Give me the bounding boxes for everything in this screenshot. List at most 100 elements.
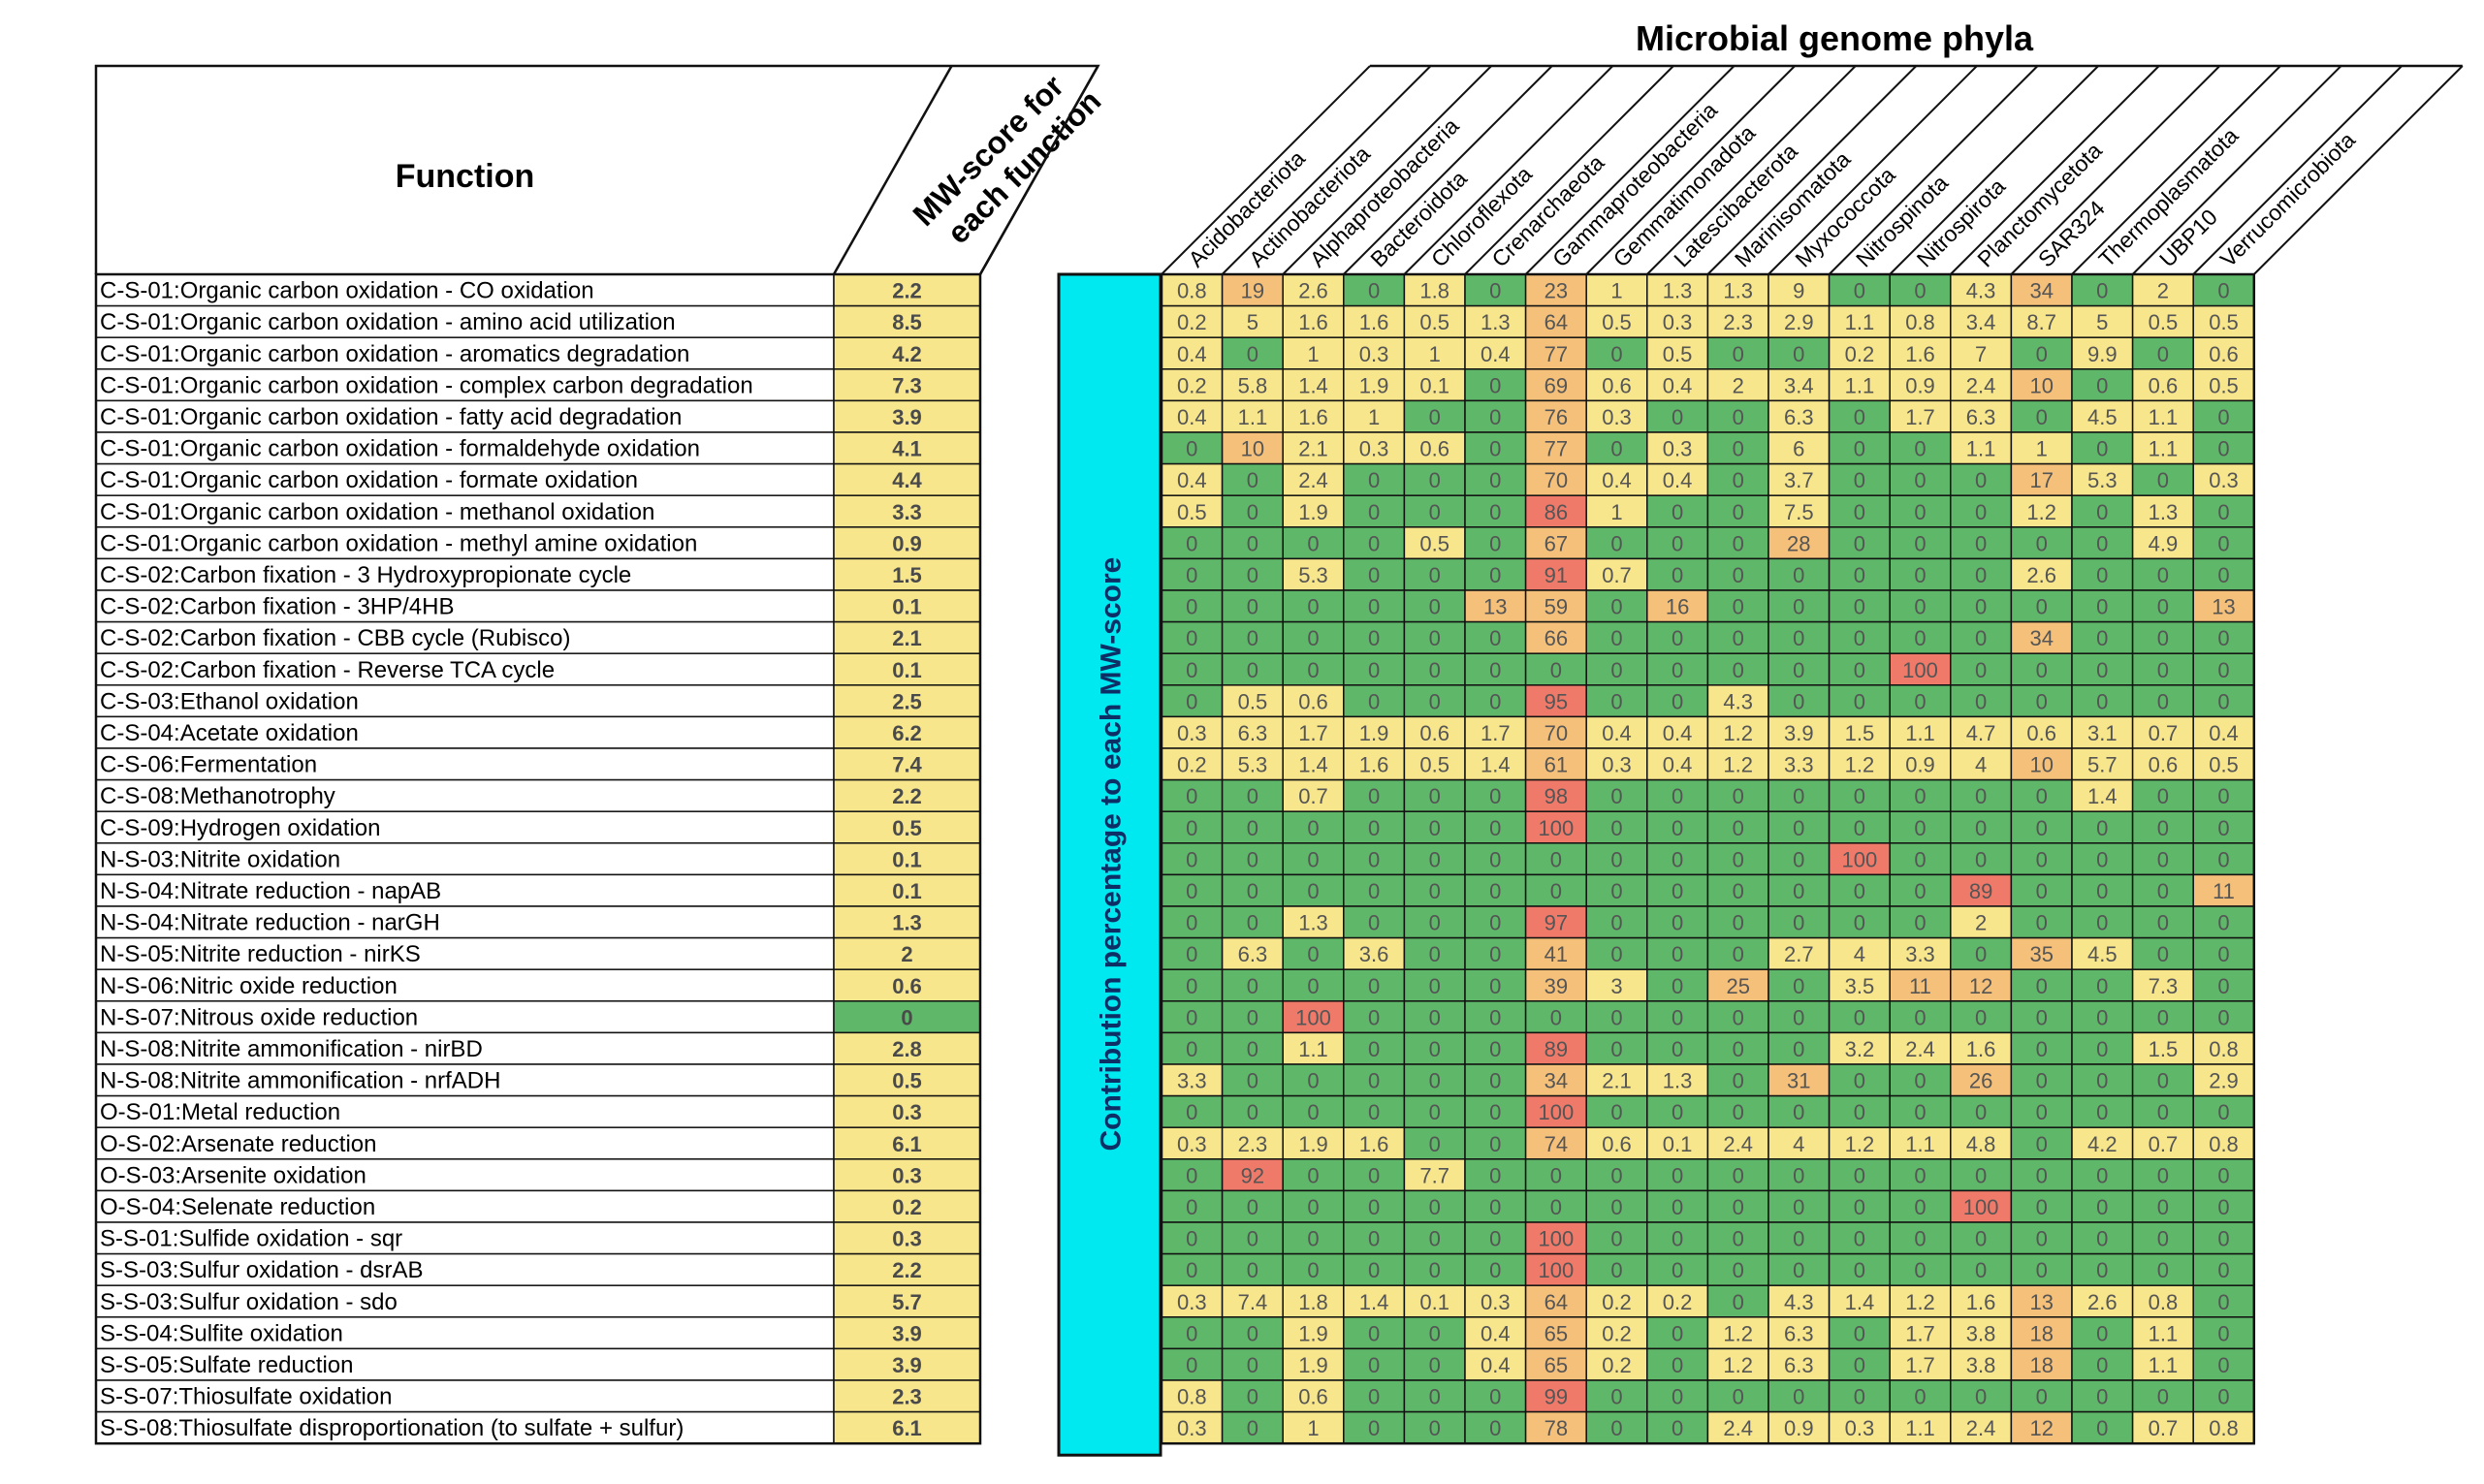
heatmap-cell-value: 0 bbox=[1854, 279, 1865, 303]
heatmap-cell-value: 0 bbox=[1610, 911, 1622, 935]
heatmap-cell-value: 0 bbox=[2157, 1258, 2169, 1282]
heatmap-cell-value: 0 bbox=[1793, 1227, 1804, 1251]
heatmap-cell bbox=[2071, 747, 2134, 781]
function-cell bbox=[95, 968, 835, 1002]
heatmap-cell bbox=[1403, 557, 1466, 591]
heatmap-cell-value: 0 bbox=[1975, 626, 1987, 650]
function-label: O-S-03:Arsenite oxidation bbox=[100, 1162, 366, 1188]
heatmap-cell-value: 6.3 bbox=[1238, 721, 1268, 745]
heatmap-cell bbox=[1524, 1221, 1587, 1255]
heatmap-cell-value: 1 bbox=[1610, 279, 1622, 303]
heatmap-cell-value: 0 bbox=[1550, 1195, 1562, 1219]
heatmap-cell-value: 0 bbox=[1914, 437, 1926, 461]
heatmap-cell bbox=[1585, 1347, 1648, 1381]
heatmap-cell-value: 0 bbox=[1368, 1100, 1380, 1124]
heatmap-cell bbox=[1585, 1063, 1648, 1097]
heatmap-cell-value: 0 bbox=[1186, 1037, 1197, 1061]
heatmap-cell-value: 1.2 bbox=[1723, 1321, 1753, 1345]
heatmap-cell bbox=[1889, 431, 1952, 465]
phyla-header-divider bbox=[1706, 65, 1918, 275]
heatmap-cell-value: 0 bbox=[2096, 658, 2108, 682]
heatmap-cell bbox=[1464, 842, 1527, 876]
heatmap-cell-value: 0.3 bbox=[2209, 468, 2239, 492]
function-label: S-S-01:Sulfide oxidation - sqr bbox=[100, 1226, 402, 1252]
heatmap-cell bbox=[1524, 905, 1587, 939]
heatmap-cell-value: 0.7 bbox=[1298, 784, 1328, 808]
heatmap-cell-value: 1.6 bbox=[1905, 342, 1935, 366]
heatmap-cell-value: 0.4 bbox=[1177, 468, 1207, 492]
heatmap-cell-value: 0 bbox=[1975, 595, 1987, 619]
heatmap-cell bbox=[1646, 873, 1709, 907]
heatmap-cell-value: 0 bbox=[1793, 1195, 1804, 1219]
heatmap-cell-value: 0 bbox=[1247, 1100, 1258, 1124]
heatmap-cell bbox=[2071, 526, 2134, 560]
heatmap-cell-value: 100 bbox=[1842, 847, 1878, 871]
heatmap-cell-value: 9 bbox=[1793, 279, 1804, 303]
heatmap-cell-value: 1.6 bbox=[1359, 310, 1389, 334]
heatmap-cell bbox=[2131, 810, 2194, 844]
heatmap-cell-value: 0 bbox=[1733, 784, 1744, 808]
heatmap-cell-value: 0 bbox=[1914, 1227, 1926, 1251]
function-cell bbox=[95, 1221, 835, 1255]
heatmap-cell-value: 0 bbox=[1247, 500, 1258, 524]
heatmap-cell bbox=[1524, 1410, 1587, 1444]
heatmap-cell-value: 1.2 bbox=[1905, 1290, 1935, 1314]
heatmap-cell-value: 0 bbox=[1672, 1227, 1683, 1251]
heatmap-cell bbox=[1767, 368, 1831, 402]
heatmap-cell bbox=[1706, 1063, 1769, 1097]
heatmap-cell-value: 0 bbox=[1186, 1005, 1197, 1029]
heatmap-cell bbox=[1282, 1252, 1345, 1286]
heatmap-cell-value: 0 bbox=[1368, 531, 1380, 555]
heatmap-cell bbox=[1343, 1063, 1406, 1097]
heatmap-cell bbox=[1828, 1094, 1891, 1128]
heatmap-cell-value: 2.9 bbox=[2209, 1069, 2239, 1093]
heatmap-cell-value: 31 bbox=[1787, 1069, 1810, 1093]
heatmap-cell bbox=[1828, 1000, 1891, 1034]
heatmap-cell-value: 0 bbox=[2096, 500, 2108, 524]
heatmap-grid: 0.8 19 2.6 0 1.8 0 23 1 1.3 1.3 9 0 0 4.3 34 0 2 00.2 5 1.6… bbox=[1160, 272, 2256, 1445]
heatmap-cell bbox=[1524, 778, 1587, 812]
heatmap-cell-value: 0 bbox=[1247, 1258, 1258, 1282]
heatmap-cell-value: 9.9 bbox=[2087, 342, 2118, 366]
heatmap-cell-value: 0 bbox=[1975, 1163, 1987, 1187]
heatmap-cell-value: 0 bbox=[1429, 658, 1441, 682]
heatmap-cell bbox=[2192, 1094, 2255, 1128]
heatmap-cell-value: 1.9 bbox=[1298, 1321, 1328, 1345]
heatmap-cell-value: 0.3 bbox=[1359, 342, 1389, 366]
heatmap-cell bbox=[1585, 1000, 1648, 1034]
heatmap-cell bbox=[1524, 1316, 1587, 1350]
heatmap-cell-value: 0 bbox=[1733, 911, 1744, 935]
heatmap-cell-value: 0 bbox=[1854, 1069, 1865, 1093]
heatmap-cell-value: 0 bbox=[1672, 1100, 1683, 1124]
phyla-header-divider bbox=[1585, 65, 1796, 275]
heatmap-cell-value: 0 bbox=[1610, 1416, 1622, 1440]
heatmap-cell-value: 0 bbox=[2096, 1353, 2108, 1377]
heatmap-cell bbox=[1464, 905, 1527, 939]
heatmap-cell bbox=[2071, 1158, 2134, 1192]
heatmap-cell-value: 1.9 bbox=[1298, 500, 1328, 524]
heatmap-cell bbox=[2010, 557, 2073, 591]
heatmap-cell bbox=[1464, 715, 1527, 749]
heatmap-cell-value: 0 bbox=[2157, 626, 2169, 650]
heatmap-cell-value: 0 bbox=[1429, 1100, 1441, 1124]
heatmap-cell-value: 1.4 bbox=[1298, 753, 1328, 777]
heatmap-cell-value: 0.5 bbox=[1602, 310, 1632, 334]
heatmap-cell-value: 0 bbox=[1186, 1163, 1197, 1187]
chart-title-group: Microbial genome phyla bbox=[1636, 18, 2034, 58]
heatmap-cell bbox=[1403, 1347, 1466, 1381]
heatmap-cell bbox=[1646, 968, 1709, 1002]
heatmap-cell-value: 0 bbox=[1307, 1227, 1319, 1251]
heatmap-cell bbox=[2010, 494, 2073, 528]
heatmap-cell bbox=[1585, 873, 1648, 907]
heatmap-cell bbox=[1524, 1063, 1587, 1097]
heatmap-cell bbox=[2131, 494, 2194, 528]
heatmap-cell-value: 12 bbox=[1969, 974, 1992, 998]
heatmap-cell-value: 0 bbox=[1429, 1416, 1441, 1440]
heatmap-cell-value: 0 bbox=[1429, 1195, 1441, 1219]
heatmap-cell-value: 0 bbox=[1247, 658, 1258, 682]
function-cell bbox=[95, 304, 835, 338]
heatmap-cell bbox=[2192, 873, 2255, 907]
heatmap-cell bbox=[1828, 1031, 1891, 1065]
heatmap-cell bbox=[1282, 620, 1345, 654]
heatmap-cell-value: 4 bbox=[1854, 942, 1865, 966]
